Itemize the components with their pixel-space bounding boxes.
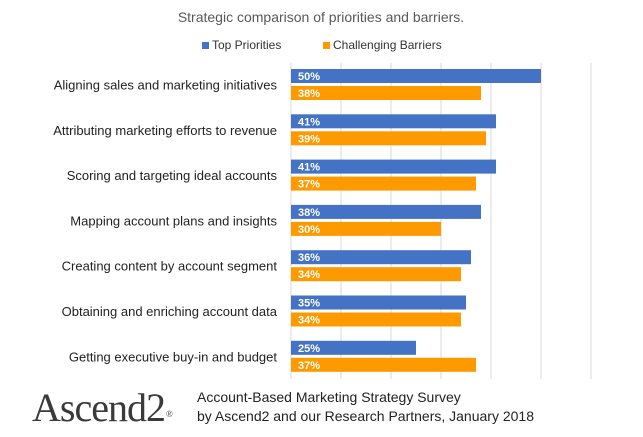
data-label: 34% [298,269,320,281]
footer-line-2: by Ascend2 and our Research Partners, Ja… [197,408,534,424]
data-label: 38% [298,207,320,219]
bar [291,295,466,310]
data-label: 37% [298,179,320,191]
bar [291,250,471,265]
data-label: 50% [298,71,320,83]
category-label: Mapping account plans and insights [70,213,277,228]
bar [291,159,496,174]
chart-title: Strategic comparison of priorities and b… [178,9,464,25]
data-label: 35% [298,298,320,310]
legend-label: Top Priorities [212,38,281,52]
category-label: Getting executive buy-in and budget [69,349,278,364]
data-label: 41% [298,162,320,174]
data-label: 38% [298,88,320,100]
category-label: Creating content by account segment [62,259,278,274]
bar [291,204,481,219]
data-label: 30% [298,224,320,236]
bar [291,267,461,282]
data-label: 39% [298,133,320,145]
data-label: 41% [298,116,320,128]
bar [291,69,541,83]
bar [291,114,496,129]
bar [291,312,461,327]
data-label: 36% [298,252,320,264]
data-label: 25% [298,343,320,355]
bar [291,131,486,146]
bar [291,176,476,191]
bar [291,221,441,236]
category-label: Aligning sales and marketing initiatives [54,78,278,93]
bar [291,357,476,372]
legend-label: Challenging Barriers [333,38,442,52]
data-label: 37% [298,360,320,372]
legend-swatch [323,42,330,49]
category-label: Obtaining and enriching account data [62,304,278,319]
footer-source: Account-Based Marketing Strategy Survey … [197,388,534,426]
legend-swatch [202,42,209,49]
bar [291,340,416,355]
category-label: Scoring and targeting ideal accounts [67,168,278,183]
bar [291,86,481,100]
ascend2-logo: Ascend2® [32,385,173,430]
data-label: 34% [298,315,320,327]
category-label: Attributing marketing efforts to revenue [53,123,277,138]
footer-line-1: Account-Based Marketing Strategy Survey [197,389,461,405]
